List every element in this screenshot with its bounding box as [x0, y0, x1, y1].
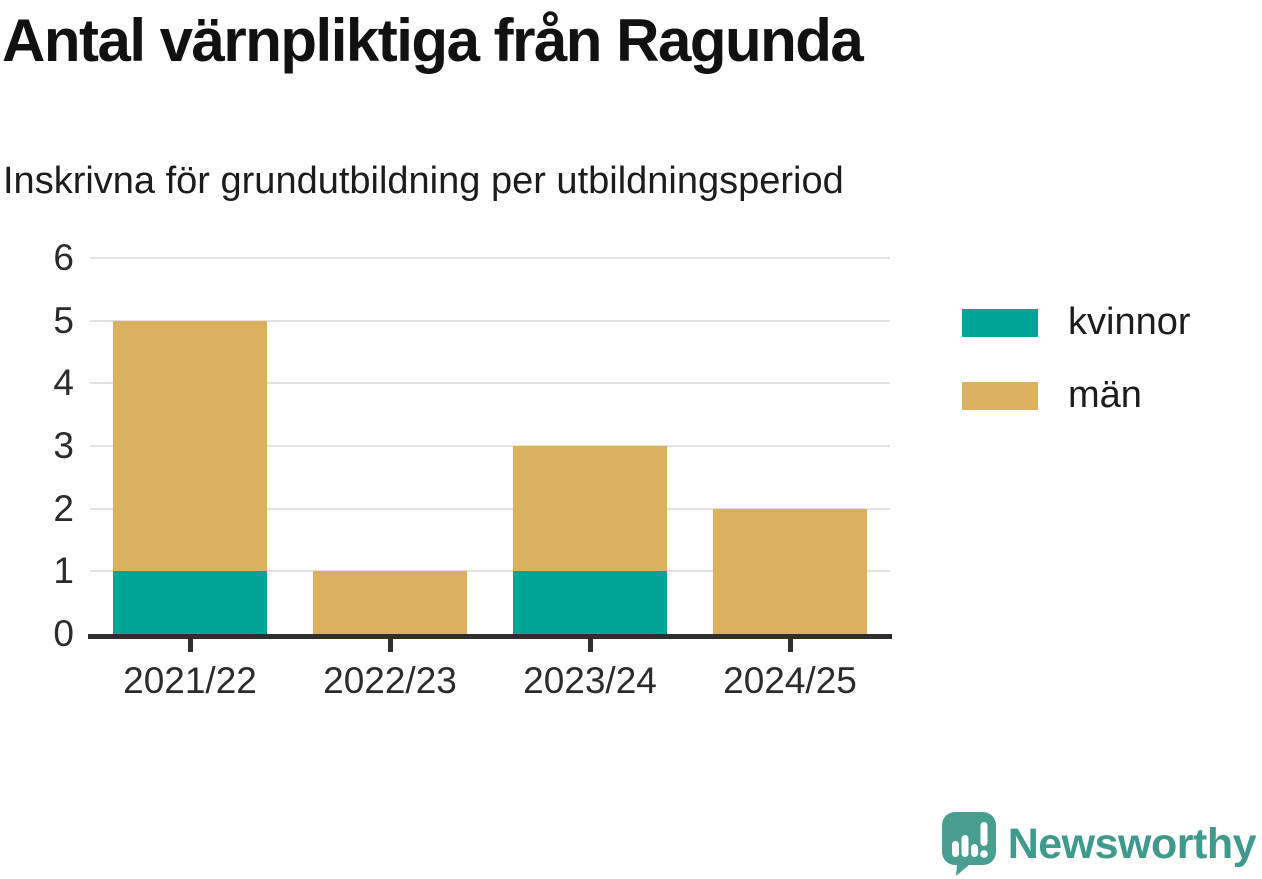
x-tick-2023/24: [587, 639, 593, 652]
legend: kvinnor män: [962, 301, 1191, 417]
gridline-y1: [90, 570, 890, 573]
bar-segment-män-2021/22: [113, 320, 267, 572]
newsworthy-logo: Newsworthy: [941, 812, 1257, 876]
bar-segment-män-2022/23: [313, 571, 467, 634]
newsworthy-logo-text: Newsworthy: [1007, 819, 1257, 868]
y-tick-label-1: 1: [53, 550, 74, 592]
bar-segment-kvinnor-2023/24: [513, 571, 667, 634]
y-tick-label-2: 2: [53, 487, 74, 529]
bar-segment-män-2023/24: [513, 446, 667, 572]
x-tick-2024/25: [787, 639, 793, 652]
gridline-y5: [90, 319, 890, 322]
x-tick-label-2022/23: 2022/23: [323, 660, 457, 701]
y-tick-label-4: 4: [53, 362, 74, 404]
legend-swatch-man: [962, 381, 1038, 410]
x-tick-label-2021/22: 2021/22: [123, 660, 257, 701]
y-tick-label-3: 3: [53, 425, 74, 466]
gridline-y2: [90, 507, 890, 510]
gridline-y3: [90, 445, 890, 447]
y-tick-label-0: 0: [53, 613, 74, 654]
bar-segment-män-2024/25: [713, 508, 867, 634]
gridline-y4: [90, 382, 890, 385]
chart-title: Antal värnpliktiga från Ragunda: [2, 7, 864, 74]
y-tick-label-5: 5: [53, 299, 74, 341]
x-tick-label-2023/24: 2023/24: [523, 660, 657, 701]
legend-item-kvinnor: kvinnor: [962, 301, 1191, 344]
bar-chart-speech-bubble-icon: [941, 812, 996, 876]
x-tick-2022/23: [387, 639, 393, 652]
legend-label-kvinnor: kvinnor: [1068, 301, 1191, 343]
legend-label-man: män: [1068, 374, 1142, 416]
bar-segment-kvinnor-2021/22: [113, 571, 267, 634]
y-tick-label-6: 6: [53, 237, 74, 278]
x-axis-line: [88, 634, 892, 639]
gridline-y6: [90, 257, 890, 259]
legend-item-man: män: [962, 374, 1191, 417]
legend-swatch-kvinnor: [962, 308, 1038, 337]
chart-subtitle: Inskrivna för grundutbildning per utbild…: [3, 160, 844, 202]
x-tick-2021/22: [187, 639, 193, 652]
x-tick-label-2024/25: 2024/25: [723, 660, 857, 701]
